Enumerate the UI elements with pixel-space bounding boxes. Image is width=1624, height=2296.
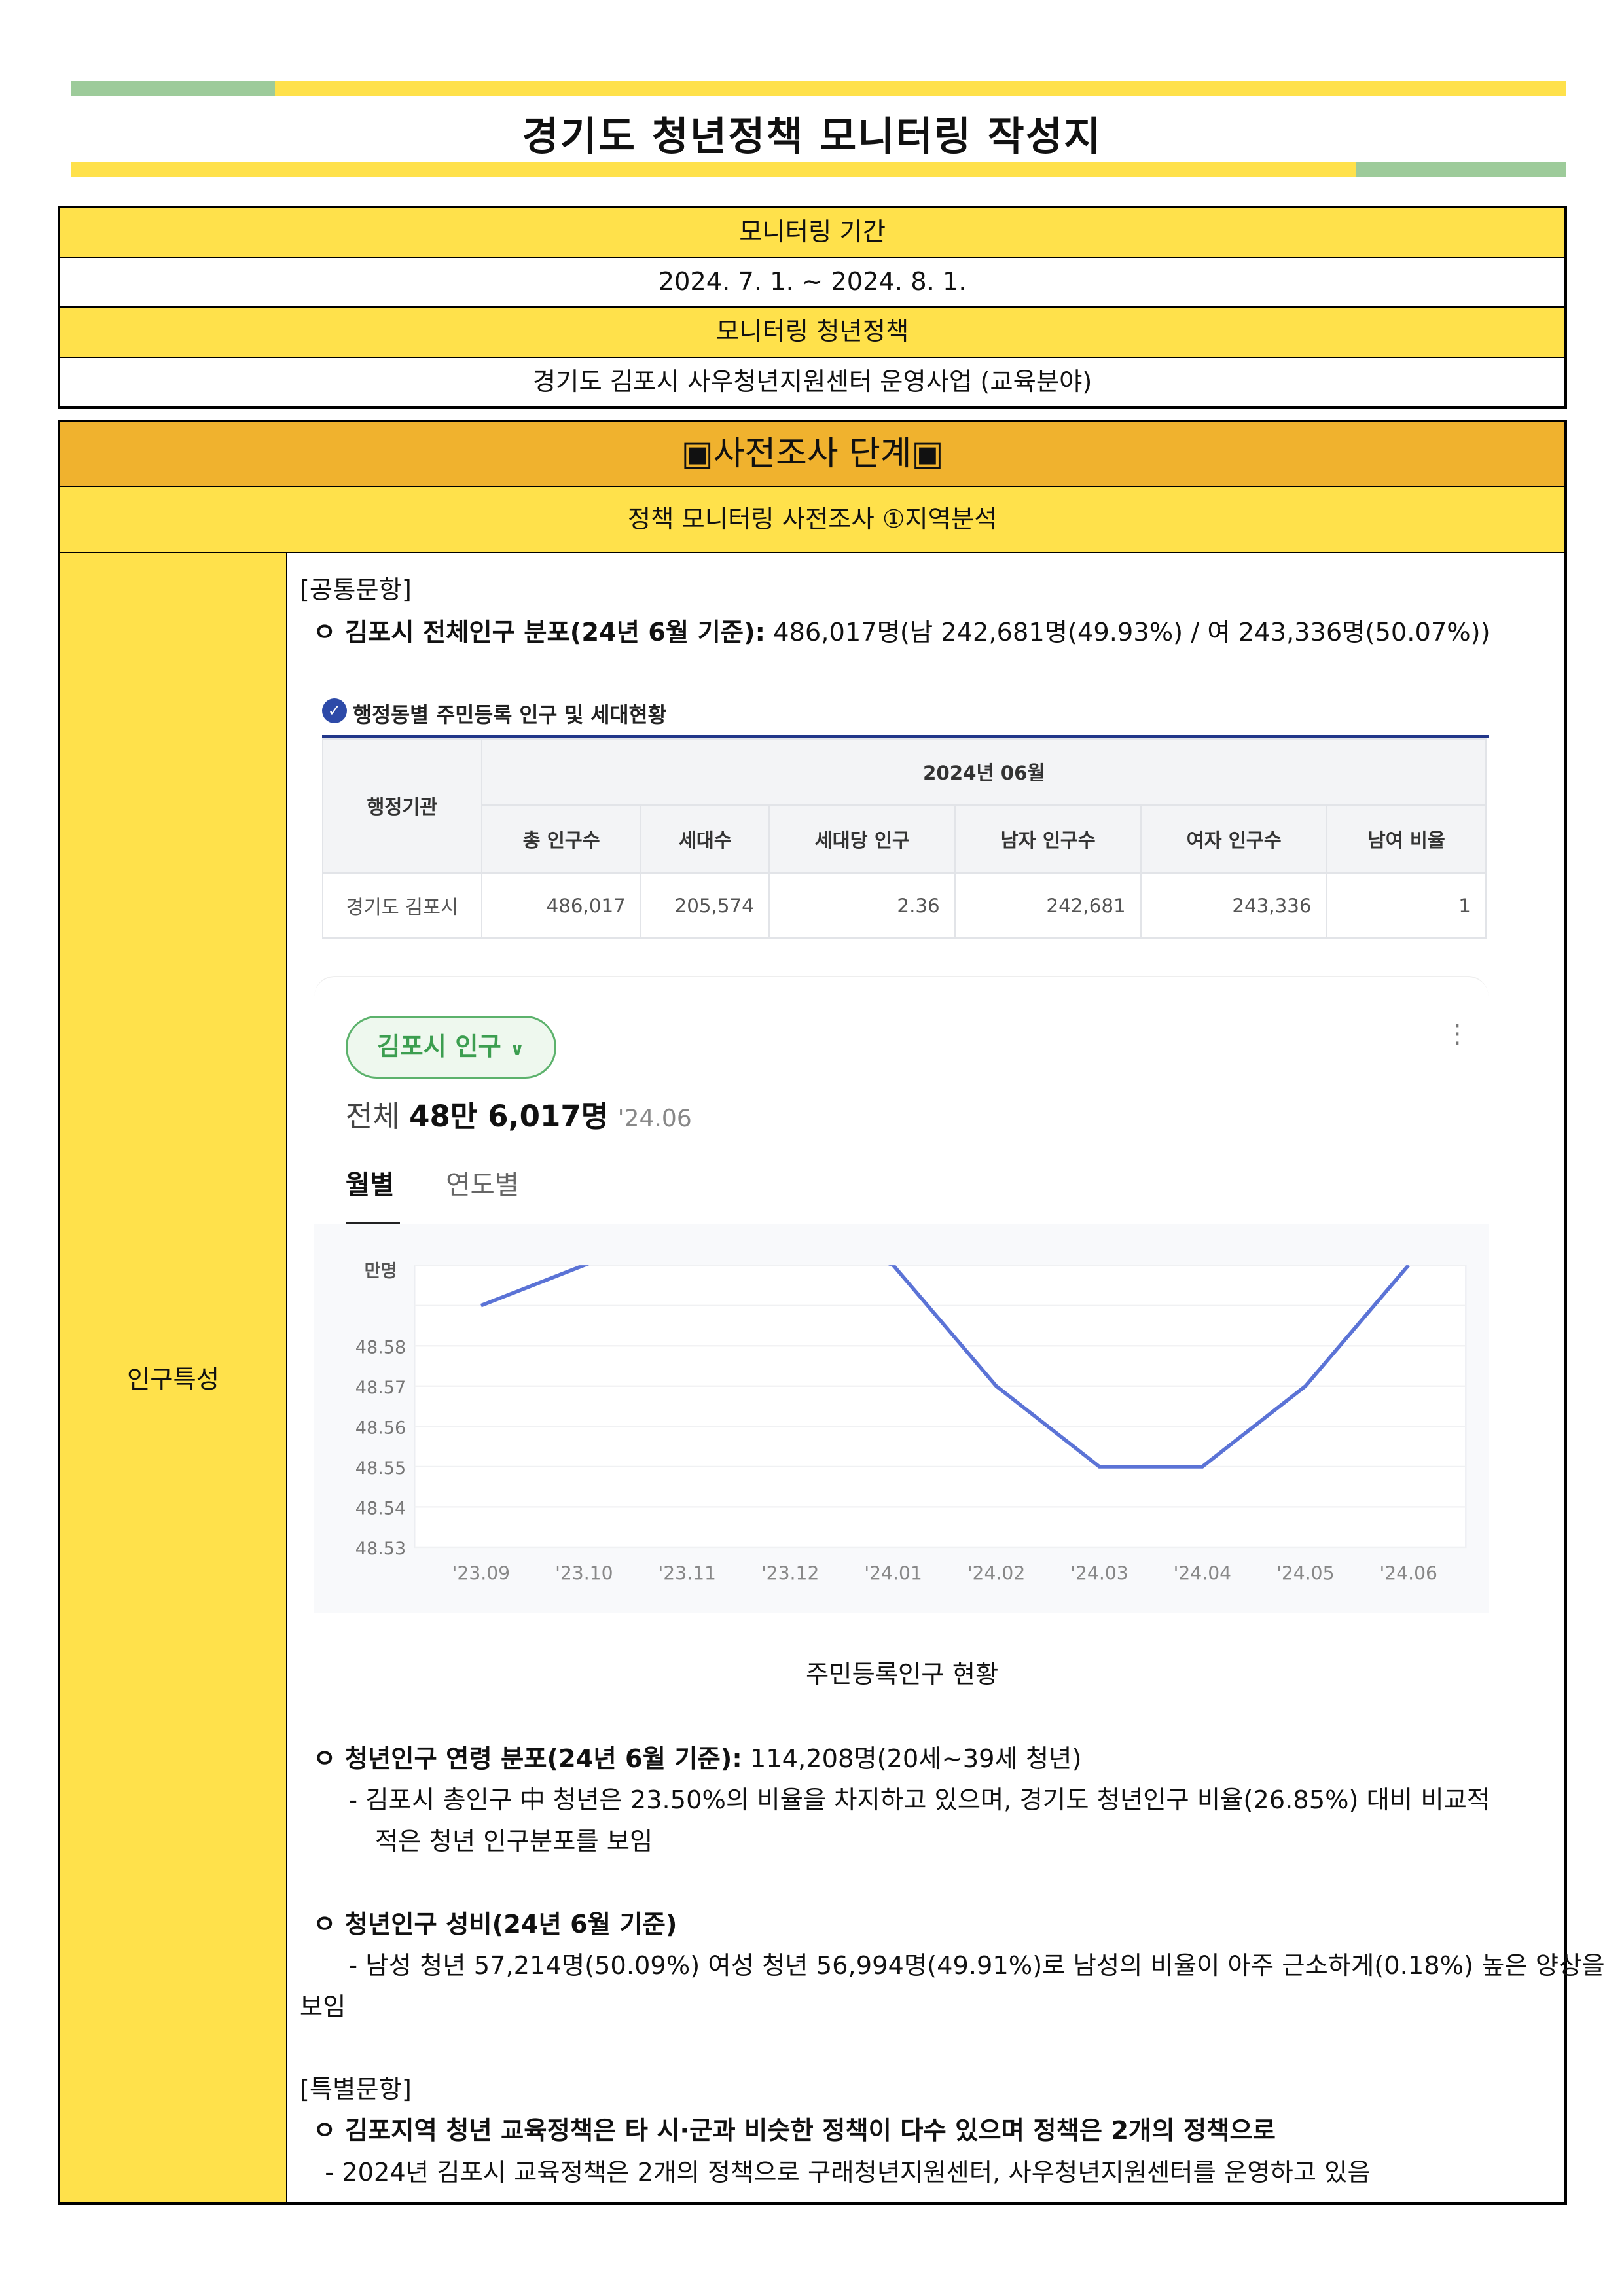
bullet-text: 114,208명(20세~39세 청년) [742,1744,1082,1774]
stage-title: ▣사전조사 단계▣ [60,422,1565,487]
stats-table-title: 행정동별 주민등록 인구 및 세대현황 [353,703,667,727]
info-table: 모니터링 기간 2024. 7. 1. ~ 2024. 8. 1. 모니터링 청… [57,205,1568,410]
y-tick-label: 48.56 [355,1418,406,1438]
bullet-sub: 보임 [299,1992,346,2022]
population-widget: 김포시 인구 ∨ · · · 전체 48만 6,017명 '24.06 월별 연도별… [314,975,1489,1613]
value-cell: 205,574 [640,872,770,939]
population-series-line [480,1265,1411,1469]
bullet-sub: 적은 청년 인구분포를 보임 [374,1827,653,1857]
col-header: 남여 비율 [1326,804,1487,874]
bullet-youth-age: ㅇ 청년인구 연령 분포(24년 6월 기준): 114,208명(20세~39… [313,1739,1081,1775]
y-tick-label: 48.57 [355,1378,406,1398]
bullet-sub: - 남성 청년 57,214명(50.09%) 여성 청년 56,994명(49… [348,1950,1605,1981]
y-tick-label: 48.54 [355,1498,406,1518]
bottom-yellow-bar [71,162,1356,177]
special-header: [특별문항] [299,2075,412,2105]
org-header: 행정기관 [321,738,483,874]
page-title: 경기도 청년정책 모니터링 작성지 [522,113,1102,160]
x-tick-label: '24.04 [1174,1562,1231,1584]
col-header: 여자 인구수 [1140,804,1328,874]
plot-area [414,1264,1467,1548]
org-cell: 경기도 김포시 [321,872,483,939]
bullet-text: 486,017명(남 242,681명(49.93%) / 여 243,336명… [765,618,1490,648]
y-tick-label: 48.55 [355,1458,406,1479]
tab-yearly[interactable]: 연도별 [446,1169,520,1201]
col-header: 총 인구수 [481,804,642,874]
check-icon: ✓ [321,698,348,724]
population-line-chart: 만명 48.53 48.54 48.55 48.56 48.57 48.58 '23.09 '2… [355,1261,1467,1584]
bullet-youth-gender: ㅇ 청년인구 성비(24년 6월 기준) [313,1909,677,1939]
bullet-bold: ㅇ 청년인구 연령 분포(24년 6월 기준): [313,1744,742,1774]
col-header: 세대당 인구 [768,804,956,874]
stats-table: 행정기관 2024년 06월 총 인구수 세대수 세대당 인구 남자 인구수 여… [321,738,1487,939]
tab-monthly[interactable]: 월별 [345,1169,395,1201]
total-prefix: 전체 [345,1098,400,1134]
value-cell: 242,681 [954,872,1142,939]
value-cell: 486,017 [481,872,642,939]
value-cell: 2.36 [768,872,956,939]
chart-caption: 주민등록인구 현황 [805,1660,999,1690]
x-tick-label: '23.10 [555,1562,613,1584]
common-header: [공통문항] [299,575,412,605]
y-unit-label: 만명 [365,1261,397,1282]
stats-table-rule [321,735,1489,738]
x-tick-label: '23.12 [761,1562,819,1584]
bottom-green-bar [1355,162,1567,177]
x-tick-label: '23.09 [452,1562,510,1584]
total-date: '24.06 [617,1104,692,1132]
top-green-bar [71,81,275,96]
bullet-sub: - 2024년 김포시 교육정책은 2개의 정책으로 구래청년지원센터, 사우청… [325,2157,1371,2187]
x-tick-label: '23.11 [659,1562,716,1584]
top-yellow-bar [274,81,1567,96]
y-tick-label: 48.53 [355,1539,406,1559]
policy-value: 경기도 김포시 사우청년지원센터 운영사업 (교육분야) [532,367,1092,397]
bullet-sub: - 김포시 총인구 中 청년은 23.50%의 비율을 차지하고 있으며, 경기… [348,1785,1490,1816]
bullet-bold: ㅇ 김포시 전체인구 분포(24년 6월 기준): [313,618,765,648]
value-cell: 1 [1326,872,1487,939]
left-label: 인구특성 [126,1365,220,1395]
y-tick-label: 48.58 [355,1337,406,1357]
region-dropdown[interactable]: 김포시 인구 ∨ [345,1015,556,1079]
x-tick-label: '24.05 [1277,1562,1335,1584]
left-label-cell: 인구특성 [60,553,288,2202]
survey-subtitle: 정책 모니터링 사전조사 ①지역분석 [60,486,1565,553]
policy-label: 모니터링 청년정책 [60,308,1565,358]
total-value: 48만 6,017명 [409,1098,609,1134]
x-tick-label: '24.06 [1380,1562,1437,1584]
x-tick-label: '24.01 [865,1562,922,1584]
total-population: 전체 48만 6,017명 '24.06 [346,1092,692,1135]
period-header: 2024년 06월 [481,738,1487,806]
period-label: 모니터링 기간 [60,207,1565,258]
chevron-down-icon: ∨ [510,1039,525,1060]
col-header: 세대수 [640,804,770,874]
bullet-education-policy: ㅇ 김포지역 청년 교육정책은 타 시·군과 비슷한 정책이 다수 있으며 정책… [313,2116,1276,2146]
dropdown-label: 김포시 인구 [377,1031,501,1062]
bullet-total-population: ㅇ 김포시 전체인구 분포(24년 6월 기준): 486,017명(남 242… [313,613,1490,649]
more-options-icon[interactable]: · · · [1453,1009,1462,1059]
period-value: 2024. 7. 1. ~ 2024. 8. 1. [60,258,1565,308]
value-cell: 243,336 [1140,872,1328,939]
table-row: 경기도 김포시 486,017 205,574 2.36 242,681 243… [321,872,1487,939]
col-header: 남자 인구수 [954,804,1142,874]
x-tick-label: '24.02 [967,1562,1025,1584]
x-tick-label: '24.03 [1071,1562,1128,1584]
survey-table: ▣사전조사 단계▣ 정책 모니터링 사전조사 ①지역분석 인구특성 [57,419,1568,2205]
